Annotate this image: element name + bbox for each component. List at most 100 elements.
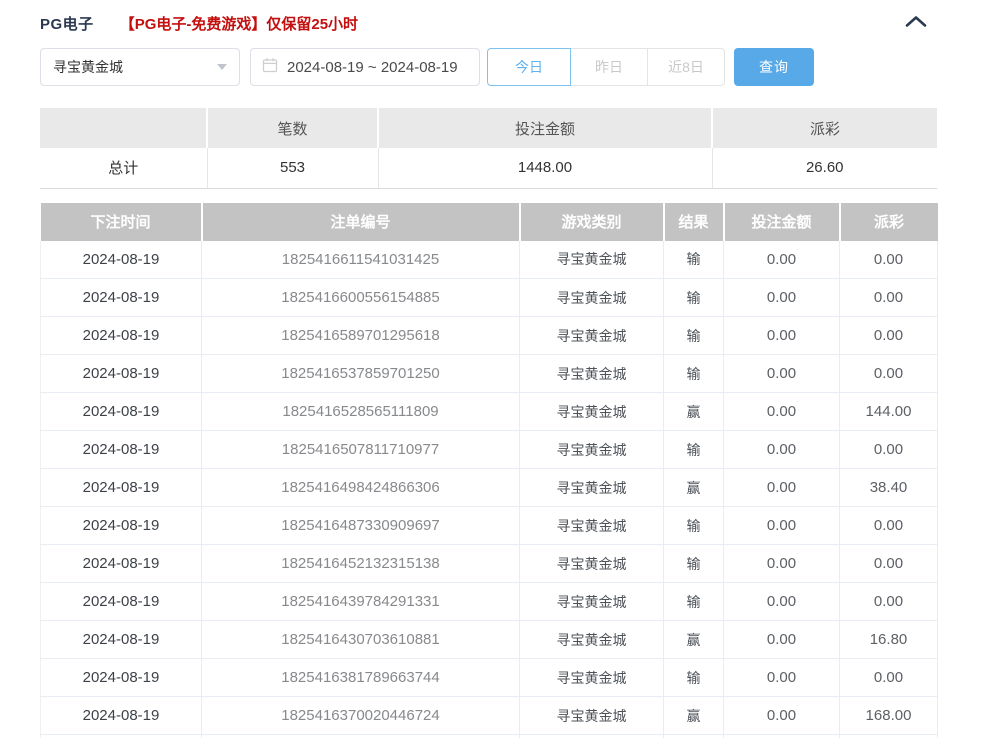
- order-id-cell: 1825416537859701250: [201, 354, 520, 393]
- summary-payout-value: 26.60: [711, 148, 937, 189]
- records-header-row: 下注时间 注单编号 游戏类别 结果 投注金额 派彩: [40, 202, 938, 241]
- bet-amount-cell: 0.00: [723, 468, 840, 507]
- records-header-payout: 派彩: [838, 202, 938, 241]
- bet-amount-cell: 0.00: [723, 278, 840, 317]
- table-row: 2024-08-19 1825416439784291331 寻宝黄金城输 0.00 0…: [40, 582, 938, 621]
- table-row: 2024-08-19 1825416381789663744 寻宝黄金城输 0.00 0…: [40, 658, 938, 697]
- result-cell: 输: [663, 278, 724, 317]
- bet-time-cell: 2024-08-19: [40, 430, 202, 469]
- records-table: 下注时间 注单编号 游戏类别 结果 投注金额 派彩 2024-08-19 1825…: [40, 202, 938, 738]
- payout-cell: 0.00: [839, 354, 938, 393]
- records-header-bet-time: 下注时间: [40, 202, 202, 241]
- table-row: 2024-08-19 1825416528565111809 寻宝黄金城赢 0.00 1…: [40, 392, 938, 431]
- game-category-cell: 寻宝黄金城: [519, 658, 664, 697]
- game-category-cell: 寻宝黄金城: [519, 430, 664, 469]
- order-id-cell: 1825416611541031425: [201, 240, 520, 279]
- bet-amount-cell: 0.00: [723, 392, 840, 431]
- bet-time-cell: 2024-08-19: [40, 354, 202, 393]
- result-cell: 输: [663, 316, 724, 355]
- payout-cell: 0.00: [839, 278, 938, 317]
- query-button[interactable]: 查询: [734, 48, 814, 86]
- date-range-value: 2024-08-19 ~ 2024-08-19: [287, 58, 458, 76]
- table-row: 2024-08-19 1825416452132315138 寻宝黄金城输 0.00 0…: [40, 544, 938, 583]
- order-id-cell: 1825416439784291331: [201, 582, 520, 621]
- bet-amount-cell: 0.00: [723, 354, 840, 393]
- payout-cell: 0.00: [839, 316, 938, 355]
- bet-amount-cell: [723, 734, 840, 738]
- table-row: 2024-08-19 1825416537859701250 寻宝黄金城输 0.00 0…: [40, 354, 938, 393]
- chevron-down-icon: [217, 64, 227, 70]
- payout-cell: 0.00: [839, 544, 938, 583]
- summary-header-payout: 派彩: [711, 108, 937, 148]
- last-8-days-button[interactable]: 近8日: [647, 48, 725, 86]
- order-id-cell: 1825416430703610881: [201, 620, 520, 659]
- date-range-input[interactable]: 2024-08-19 ~ 2024-08-19: [250, 48, 480, 86]
- summary-total-label: 总计: [40, 148, 207, 189]
- payout-cell: 0.00: [839, 430, 938, 469]
- bet-time-cell: 2024-08-19: [40, 544, 202, 583]
- order-id-cell: 1825416370020446724: [201, 696, 520, 735]
- bet-amount-cell: 0.00: [723, 582, 840, 621]
- summary-count-value: 553: [206, 148, 378, 189]
- table-row: 2024-08-19 1825416589701295618 寻宝黄金城输 0.00 0…: [40, 316, 938, 355]
- bet-time-cell: 2024-08-19: [40, 506, 202, 545]
- game-category-cell: 寻宝黄金城: [519, 278, 664, 317]
- table-row: 2024-08-19 1825416370020446724 寻宝黄金城赢 0.00 1…: [40, 696, 938, 735]
- result-cell: 输: [663, 240, 724, 279]
- bet-time-cell: 2024-08-19: [40, 240, 202, 279]
- records-header-bet-amount: 投注金额: [722, 202, 840, 241]
- bet-time-cell: 2024-08-19: [40, 392, 202, 431]
- payout-cell: 0.00: [839, 658, 938, 697]
- game-category-cell: 寻宝黄金城: [519, 392, 664, 431]
- game-category-cell: 寻宝黄金城: [519, 696, 664, 735]
- table-row: 2024-08-19 1825416498424866306 寻宝黄金城赢 0.00 3…: [40, 468, 938, 507]
- game-category-cell: 寻宝黄金城: [519, 240, 664, 279]
- collapse-panel-button[interactable]: [903, 13, 929, 33]
- bet-time-cell: 2024-08-19: [40, 278, 202, 317]
- summary-bet-amount-value: 1448.00: [377, 148, 712, 189]
- result-cell: 输: [663, 430, 724, 469]
- game-category-cell: 寻宝黄金城: [519, 582, 664, 621]
- page-title: PG电子: [40, 15, 94, 33]
- yesterday-button[interactable]: 昨日: [570, 48, 648, 86]
- calendar-icon: [262, 57, 278, 78]
- bet-amount-cell: 0.00: [723, 430, 840, 469]
- result-cell: 输: [663, 506, 724, 545]
- bet-time-cell: 2024-08-19: [40, 582, 202, 621]
- game-category-cell: 寻宝黄金城: [519, 316, 664, 355]
- result-cell: 输: [663, 658, 724, 697]
- summary-header-count: 笔数: [206, 108, 378, 148]
- payout-cell: 16.80: [839, 620, 938, 659]
- payout-cell: [839, 734, 938, 738]
- game-select-value: 寻宝黄金城: [53, 59, 123, 75]
- game-category-cell: 寻宝黄金城: [519, 354, 664, 393]
- records-body: 2024-08-19 1825416611541031425 寻宝黄金城输 0.00 0…: [40, 240, 938, 738]
- table-row: 2024-08-19 1825416600556154885 寻宝黄金城输 0.00 0…: [40, 278, 938, 317]
- payout-cell: 168.00: [839, 696, 938, 735]
- order-id-cell: 1825416528565111809: [201, 392, 520, 431]
- today-button[interactable]: 今日: [487, 48, 571, 86]
- result-cell: 赢: [663, 696, 724, 735]
- bet-amount-cell: 0.00: [723, 696, 840, 735]
- result-cell: [663, 734, 724, 738]
- bet-amount-cell: 0.00: [723, 316, 840, 355]
- retention-notice: 【PG电子-免费游戏】仅保留25小时: [119, 15, 359, 33]
- summary-header-bet-amount: 投注金额: [377, 108, 712, 148]
- table-row: 2024-08-19 1825416487330909697 寻宝黄金城输 0.00 0…: [40, 506, 938, 545]
- payout-cell: 0.00: [839, 240, 938, 279]
- order-id-cell: 1825416498424866306: [201, 468, 520, 507]
- result-cell: 赢: [663, 392, 724, 431]
- table-row: 2024-08-19 1825416430703610881 寻宝黄金城赢 0.00 1…: [40, 620, 938, 659]
- bet-time-cell: [40, 734, 202, 738]
- bet-time-cell: 2024-08-19: [40, 316, 202, 355]
- result-cell: 输: [663, 544, 724, 583]
- quick-range-group: 今日 昨日 近8日: [487, 48, 725, 86]
- bet-amount-cell: 0.00: [723, 240, 840, 279]
- payout-cell: 144.00: [839, 392, 938, 431]
- panel-header: PG电子 【PG电子-免费游戏】仅保留25小时: [40, 0, 937, 34]
- game-select[interactable]: 寻宝黄金城: [40, 48, 240, 86]
- game-category-cell: 寻宝黄金城: [519, 620, 664, 659]
- summary-header-row: 笔数 投注金额 派彩: [40, 108, 937, 148]
- order-id-cell: 1825416381789663744: [201, 658, 520, 697]
